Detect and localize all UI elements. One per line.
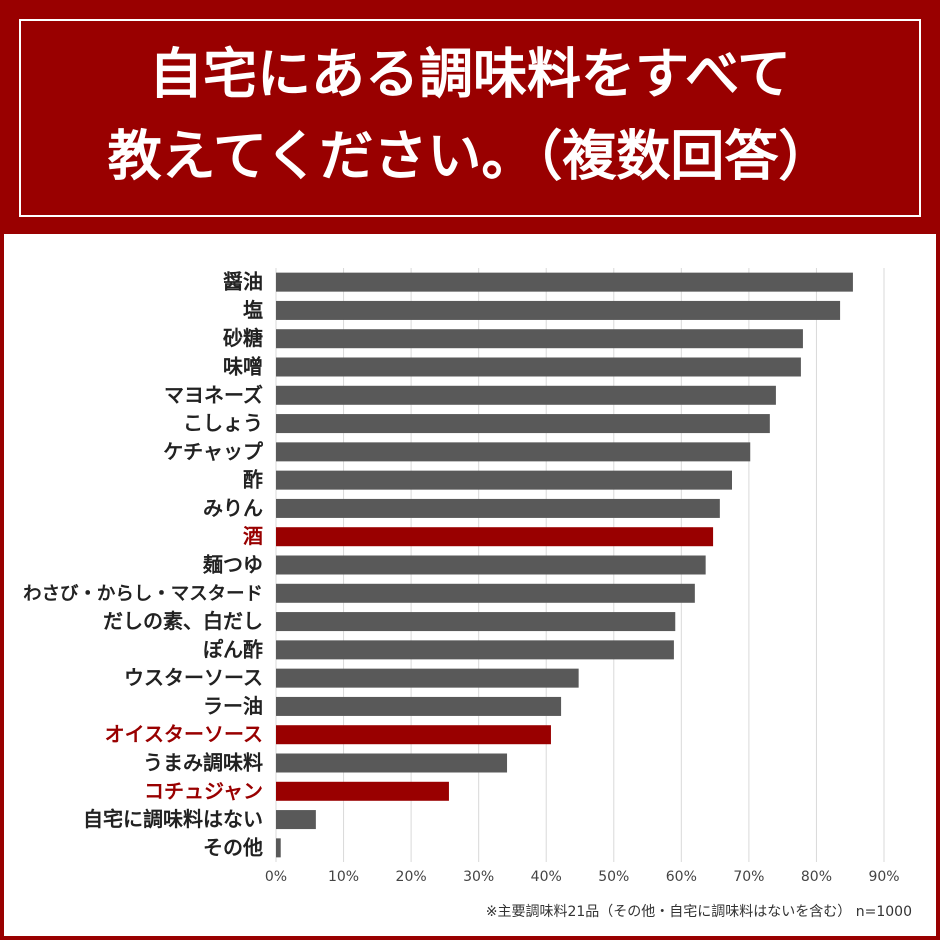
y-tick-label: オイスターソース xyxy=(105,722,263,746)
title-border xyxy=(19,19,921,217)
x-tick-label: 80% xyxy=(801,869,832,885)
y-tick-label: 塩 xyxy=(243,298,263,322)
bar xyxy=(276,612,676,632)
y-tick-label: コチュジャン xyxy=(144,779,263,803)
chart-title: 教えてください。（複数回答） xyxy=(108,125,833,188)
x-tick-label: 30% xyxy=(463,869,494,885)
y-tick-label: その他 xyxy=(203,835,263,859)
bar xyxy=(276,640,674,660)
note: ※主要調味料21品（その他・自宅に調味料はないを含む） n=1000 xyxy=(486,904,912,920)
x-tick-label: 70% xyxy=(733,869,764,885)
bar xyxy=(276,725,551,745)
bar xyxy=(276,470,732,490)
y-tick-label: みりん xyxy=(203,496,263,520)
x-tick-label: 50% xyxy=(598,869,629,885)
bar xyxy=(276,300,841,320)
y-tick-label: うまみ調味料 xyxy=(143,751,263,775)
bar xyxy=(276,696,562,716)
bar xyxy=(276,555,706,575)
bar xyxy=(276,498,720,518)
bar xyxy=(276,414,770,434)
bar xyxy=(276,357,801,377)
x-tick-label: 20% xyxy=(396,869,427,885)
x-tick-label: 0% xyxy=(265,869,287,885)
chart-title: 自宅にある調味料をすべて xyxy=(149,43,791,106)
y-tick-label: ぽん酢 xyxy=(203,637,263,661)
y-tick-label: 酒 xyxy=(243,524,263,548)
y-tick-label: ケチャップ xyxy=(163,439,264,463)
bar xyxy=(276,329,803,349)
x-tick-label: 90% xyxy=(868,869,899,885)
y-tick-label: 砂糖 xyxy=(223,326,263,350)
y-tick-label: 醤油 xyxy=(223,270,263,294)
bar xyxy=(276,781,449,801)
bar xyxy=(276,838,281,858)
bar xyxy=(276,272,853,292)
y-tick-label: ウスターソース xyxy=(124,666,263,690)
x-tick-label: 60% xyxy=(666,869,697,885)
y-tick-label: ラー油 xyxy=(203,694,263,718)
y-tick-label: 麺つゆ xyxy=(202,553,263,577)
bar xyxy=(276,385,776,405)
y-tick-label: 酢 xyxy=(243,468,263,492)
bar xyxy=(276,527,714,547)
y-tick-label: 味噌 xyxy=(223,355,263,379)
y-tick-label: こしょう xyxy=(183,411,263,435)
bar xyxy=(276,583,695,603)
x-tick-label: 40% xyxy=(531,869,562,885)
bar xyxy=(276,442,751,462)
bar xyxy=(276,753,508,773)
y-tick-label: わさび・からし・マスタード xyxy=(23,583,263,604)
y-tick-label: 自宅に調味料はない xyxy=(83,807,263,831)
y-tick-label: だしの素、白だし xyxy=(103,609,263,633)
bar xyxy=(276,668,579,688)
y-tick-label: マヨネーズ xyxy=(164,383,263,407)
bar xyxy=(276,810,316,830)
x-tick-label: 10% xyxy=(328,869,359,885)
